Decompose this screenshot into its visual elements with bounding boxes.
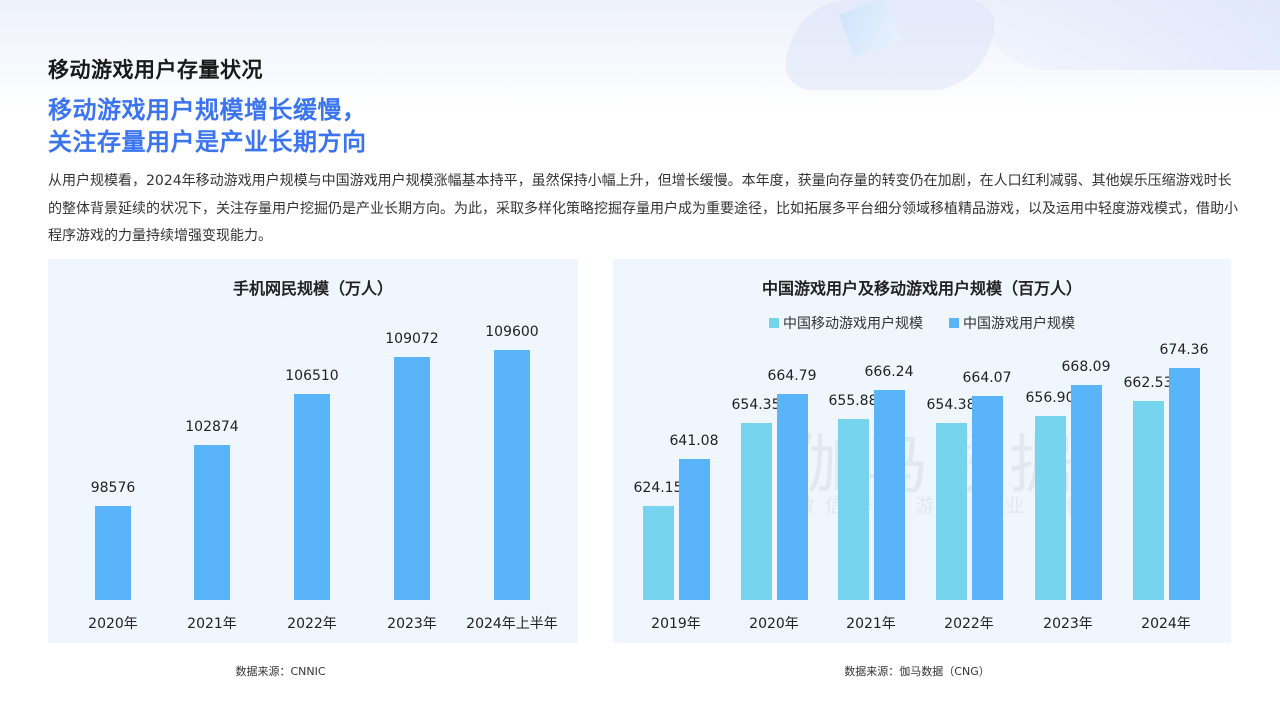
data-label: 668.09: [1061, 359, 1111, 376]
x-axis-label: 2023年: [387, 616, 437, 632]
data-label: 109600: [485, 324, 539, 340]
bar-game-users: [678, 459, 710, 600]
bar-game-users: [776, 394, 808, 600]
data-label: 102874: [185, 419, 239, 436]
x-axis-label: 2022年: [944, 616, 994, 632]
body-paragraph: 从用户规模看，2024年移动游戏用户规模与中国游戏用户规模涨幅基本持平，虽然保持…: [48, 173, 1238, 244]
data-label: 654.35: [731, 396, 781, 413]
x-axis-label: 2024年: [1141, 616, 1191, 632]
decorative-shape: [980, 0, 1280, 70]
header-background: [0, 0, 1280, 110]
headline-line-1: 移动游戏用户规模增长缓慢，: [48, 96, 367, 124]
data-label: 98576: [90, 480, 136, 496]
data-label: 624.15: [633, 480, 683, 496]
data-label: 654.38: [926, 396, 976, 413]
data-label: 662.53: [1123, 374, 1173, 391]
legend-label: 中国游戏用户规模: [963, 316, 1075, 332]
page-title: 移动游戏用户存量状况: [48, 58, 263, 82]
legend-item-total: 中国游戏用户规模: [949, 313, 1075, 333]
bar-mobile-users: [1132, 400, 1164, 600]
bar-game-users: [1070, 385, 1102, 600]
data-label: 641.08: [669, 433, 719, 450]
data-label: 106510: [285, 367, 339, 384]
x-axis-label: 2023年: [1043, 616, 1093, 632]
data-label: 109072: [385, 331, 439, 348]
data-label: 664.79: [767, 368, 817, 385]
legend-item-mobile: 中国移动游戏用户规模: [769, 313, 923, 333]
game-users-chart: 中国游戏用户及移动游戏用户规模（百万人） 中国移动游戏用户规模 中国游戏用户规模…: [613, 259, 1231, 643]
x-axis-label: 2020年: [749, 616, 799, 632]
bar-mobile-users: [935, 422, 967, 600]
bar: [394, 357, 430, 600]
data-label: 655.88: [828, 392, 878, 409]
chart-source: 数据来源：CNNIC: [235, 665, 326, 678]
mobile-netizens-chart: 手机网民规模（万人） 98576 2020年 102874 2021年 106510 20…: [48, 259, 578, 643]
chart-title: 手机网民规模（万人）: [232, 279, 393, 298]
data-label: 656.90: [1025, 389, 1075, 406]
bar: [294, 393, 330, 600]
bar: [95, 506, 131, 600]
x-axis-label: 2022年: [287, 616, 337, 632]
x-axis-label: 2024年上半年: [466, 616, 558, 632]
bar-mobile-users: [740, 422, 772, 600]
bar-game-users: [1168, 368, 1200, 600]
x-axis-label: 2021年: [846, 616, 896, 632]
x-axis-label: 2019年: [651, 616, 701, 632]
legend-swatch: [949, 318, 959, 328]
chart-legend: 中国移动游戏用户规模 中国游戏用户规模: [613, 313, 1231, 333]
data-label: 664.07: [962, 370, 1012, 387]
chart-title: 中国游戏用户及移动游戏用户规模（百万人）: [761, 279, 1082, 298]
chart-source: 数据来源：伽马数据（CNG）: [844, 665, 990, 678]
data-label: 666.24: [864, 364, 914, 381]
x-axis-label: 2020年: [88, 616, 138, 632]
x-axis-label: 2021年: [187, 616, 237, 632]
bar-mobile-users: [837, 418, 869, 600]
data-label: 674.36: [1159, 342, 1209, 358]
headline: 移动游戏用户规模增长缓慢， 关注存量用户是产业长期方向: [48, 94, 367, 158]
legend-swatch: [769, 318, 779, 328]
bar-mobile-users: [642, 506, 674, 600]
legend-label: 中国移动游戏用户规模: [783, 316, 923, 332]
bar: [494, 350, 530, 600]
bar-mobile-users: [1034, 415, 1066, 600]
headline-line-2: 关注存量用户是产业长期方向: [48, 128, 367, 156]
bar-game-users: [971, 396, 1003, 600]
bar-game-users: [873, 390, 905, 600]
bar: [194, 445, 230, 600]
